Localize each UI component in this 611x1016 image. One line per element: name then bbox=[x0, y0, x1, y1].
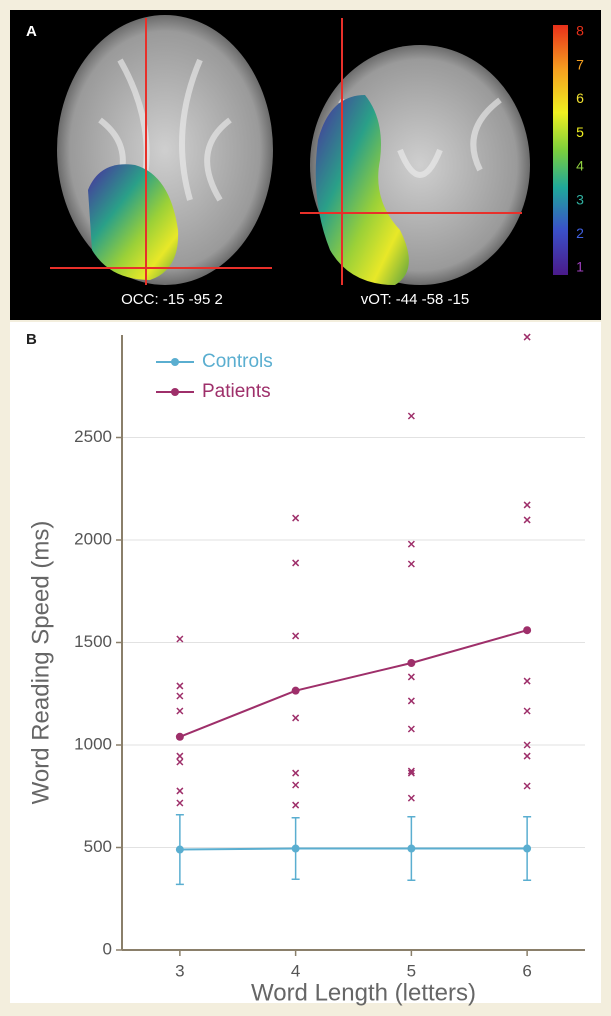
individual-point bbox=[292, 781, 300, 789]
individual-point bbox=[176, 758, 184, 766]
individual-point bbox=[407, 769, 415, 777]
colorbar-tick-label: 6 bbox=[576, 90, 584, 106]
panel-label: B bbox=[26, 331, 37, 348]
panel-label: A bbox=[26, 23, 37, 40]
x-tick-label: 3 bbox=[175, 961, 184, 980]
point bbox=[175, 845, 184, 854]
colorbar-tick-label: 7 bbox=[576, 56, 584, 72]
individual-point bbox=[176, 682, 184, 690]
individual-point bbox=[523, 752, 531, 760]
series-line bbox=[179, 847, 528, 851]
y-tick-label: 0 bbox=[103, 939, 112, 958]
point bbox=[291, 844, 300, 853]
individual-point bbox=[292, 769, 300, 777]
point bbox=[407, 844, 416, 853]
y-tick-label: 1500 bbox=[74, 632, 112, 651]
individual-point bbox=[292, 632, 300, 640]
plot-area: 0 500 1000 1500 2000 2500 3 4 5 6 Word Length (let… bbox=[27, 333, 585, 1006]
series-line bbox=[179, 629, 528, 738]
colorbar-tick-label: 2 bbox=[576, 225, 584, 241]
individual-point bbox=[292, 514, 300, 522]
point bbox=[291, 686, 300, 695]
individual-point bbox=[292, 559, 300, 567]
individual-point bbox=[292, 714, 300, 722]
individual-point bbox=[523, 516, 531, 524]
slice-caption: OCC: -15 -95 2 bbox=[121, 291, 223, 308]
individual-point bbox=[176, 799, 184, 807]
colorbar bbox=[553, 25, 568, 275]
y-tick-label: 500 bbox=[84, 837, 112, 856]
colorbar-tick-label: 1 bbox=[576, 259, 584, 275]
x-tick-label: 4 bbox=[291, 961, 300, 980]
brain-slice-occ bbox=[50, 15, 273, 285]
individual-point bbox=[176, 692, 184, 700]
individual-point bbox=[407, 725, 415, 733]
y-axis-title: Word Reading Speed (ms) bbox=[27, 521, 54, 805]
y-tick-label: 2000 bbox=[74, 529, 112, 548]
individual-point bbox=[407, 767, 415, 775]
individual-point bbox=[176, 707, 184, 715]
colorbar-tick-label: 4 bbox=[576, 158, 584, 174]
colorbar-tick-label: 3 bbox=[576, 191, 584, 207]
individual-point bbox=[176, 752, 184, 760]
individual-point bbox=[292, 801, 300, 809]
individual-point bbox=[176, 787, 184, 795]
individual-point bbox=[523, 677, 531, 685]
slice-caption: vOT: -44 -58 -15 bbox=[361, 291, 469, 308]
y-tick-label: 2500 bbox=[74, 427, 112, 446]
individual-point bbox=[407, 540, 415, 548]
brain-slice-vot bbox=[300, 18, 530, 285]
individual-point bbox=[523, 333, 531, 341]
colorbar-ticks: 1 2 3 4 5 6 7 8 bbox=[576, 23, 584, 275]
point bbox=[175, 732, 184, 741]
colorbar-tick-label: 5 bbox=[576, 124, 584, 140]
x-axis-title: Word Length (letters) bbox=[251, 979, 476, 1006]
individual-point bbox=[407, 673, 415, 681]
legend-marker bbox=[171, 358, 179, 366]
y-tick-label: 1000 bbox=[74, 734, 112, 753]
point bbox=[523, 844, 532, 853]
point bbox=[407, 659, 416, 667]
individual-point bbox=[523, 782, 531, 790]
individual-point bbox=[523, 707, 531, 715]
legend-label: Patients bbox=[202, 381, 271, 402]
individual-point bbox=[176, 635, 184, 643]
point bbox=[523, 626, 532, 635]
x-tick-label: 6 bbox=[522, 961, 531, 980]
panel-b-background bbox=[10, 322, 601, 1003]
individual-point bbox=[407, 412, 415, 420]
individual-point bbox=[407, 560, 415, 568]
colorbar-tick-label: 8 bbox=[576, 23, 584, 39]
x-tick-label: 5 bbox=[407, 961, 416, 980]
individual-point bbox=[407, 794, 415, 802]
individual-point bbox=[523, 741, 531, 749]
legend-label: Controls bbox=[202, 351, 273, 372]
individual-point bbox=[407, 697, 415, 705]
legend-marker bbox=[171, 388, 179, 396]
individual-point bbox=[523, 501, 531, 509]
